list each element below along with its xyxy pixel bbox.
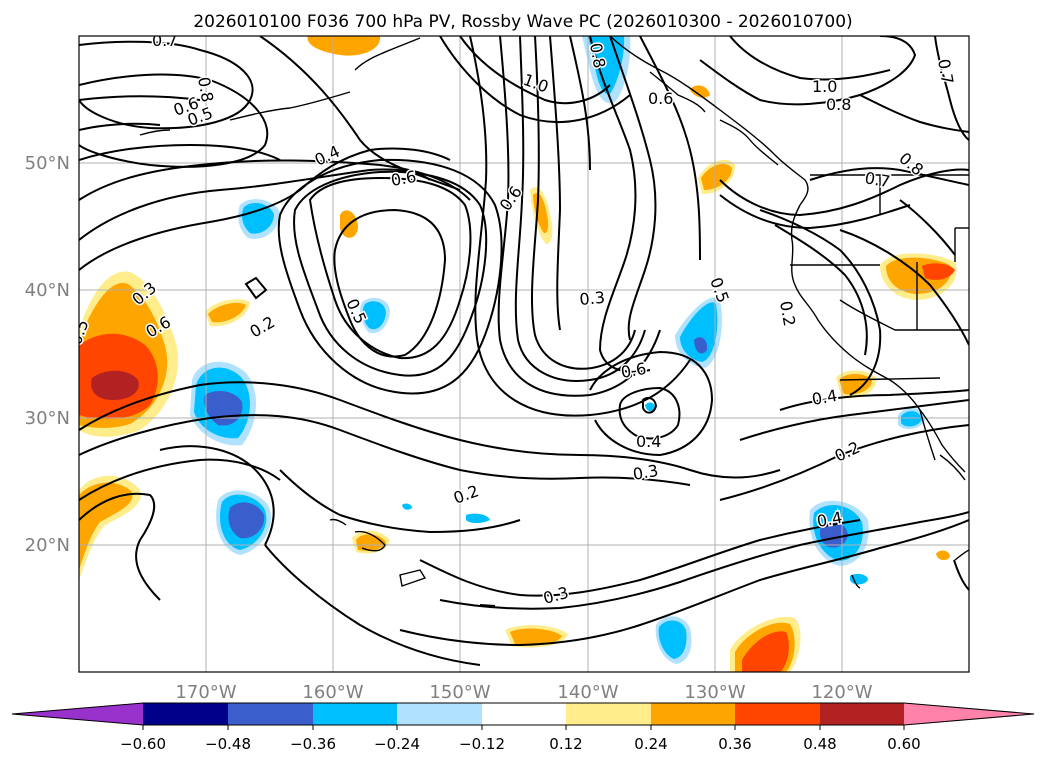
lon-tick-label: 160°W — [302, 682, 363, 703]
contour-label: 0.3 — [579, 288, 606, 309]
lon-tick-label: 140°W — [557, 682, 618, 703]
pv-shading — [79, 36, 957, 672]
lat-tick-label: 50°N — [25, 153, 70, 174]
colorbar-tick-label: 0.36 — [718, 735, 751, 753]
colorbar-segment — [313, 703, 397, 725]
lat-tick-label: 40°N — [25, 280, 70, 301]
contour-label: 0.7 — [152, 31, 177, 50]
colorbar-tick-label: 0.24 — [634, 735, 667, 753]
contour-label: 0.4 — [636, 432, 661, 451]
colorbar-extend-low — [12, 703, 143, 725]
contour-label: 0.3 — [631, 461, 659, 484]
colorbar-segment — [482, 703, 566, 725]
colorbar-segment — [228, 703, 313, 725]
colorbar-tick-label: −0.24 — [374, 735, 420, 753]
colorbar-tick-label: −0.36 — [290, 735, 336, 753]
lon-tick-labels: 170°W 160°W 150°W 140°W 130°W 120°W — [175, 682, 872, 703]
colorbar-segment — [397, 703, 482, 725]
colorbar-extend-high — [904, 703, 1034, 725]
colorbar-tick-label: 0.48 — [803, 735, 836, 753]
lon-tick-label: 170°W — [175, 682, 236, 703]
contour-label: 1.0 — [812, 77, 837, 96]
lon-tick-label: 130°W — [684, 682, 745, 703]
map-frame — [78, 35, 970, 673]
lat-tick-label: 30°N — [25, 408, 70, 429]
contour-label: 0.6 — [648, 89, 673, 108]
lat-tick-labels: 50°N 40°N 30°N 20°N — [25, 153, 70, 556]
contour-label: 0.6 — [619, 359, 647, 382]
colorbar-tick-label: 0.60 — [887, 735, 920, 753]
colorbar-segment — [566, 703, 651, 725]
lon-tick-label: 120°W — [811, 682, 872, 703]
plot-title: 2026010100 F036 700 hPa PV, Rossby Wave … — [193, 12, 852, 32]
colorbar-segment — [143, 703, 228, 725]
lat-tick-label: 20°N — [25, 535, 70, 556]
pv-contours — [79, 36, 969, 666]
lon-tick-label: 150°W — [429, 682, 490, 703]
map-area: 0.7 0.8 0.6 0.5 1.0 0.4 0.6 0.8 0.6 1.0 … — [79, 31, 969, 672]
colorbar-segment — [820, 703, 904, 725]
colorbar-tick-label: −0.12 — [459, 735, 505, 753]
colorbar-tick-label: 0.12 — [549, 735, 582, 753]
colorbar-segment — [735, 703, 820, 725]
colorbar-tick-label: −0.60 — [120, 735, 166, 753]
colorbar-segment — [651, 703, 735, 725]
contour-label: 0.7 — [934, 57, 957, 85]
colorbar-tick-label: −0.48 — [205, 735, 251, 753]
colorbar: −0.60 −0.48 −0.36 −0.24 −0.12 0.12 0.24 … — [11, 702, 1035, 753]
contour-label: 0.8 — [826, 95, 851, 114]
